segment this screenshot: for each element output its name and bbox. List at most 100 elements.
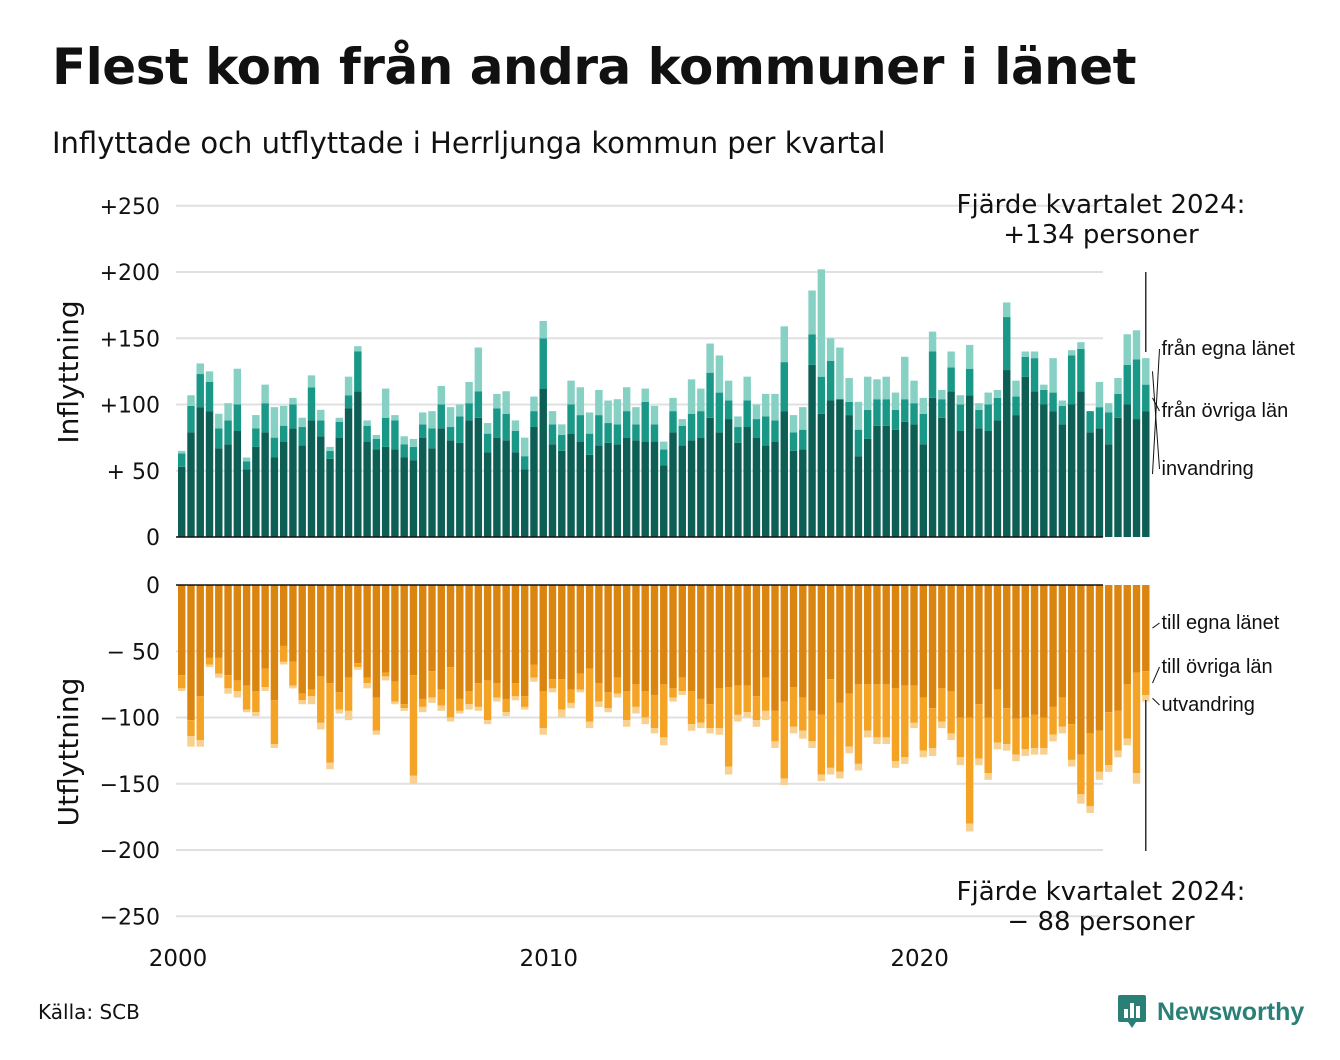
bar-out-till-egna-länet: [873, 585, 881, 685]
y-tick-label: +100: [100, 394, 160, 419]
bar-in-från-övriga-län: [1058, 405, 1067, 425]
bar-in-invandring: [863, 376, 872, 410]
bar-out-till-övriga-län: [993, 689, 1002, 743]
bar-out-utvandring: [715, 728, 724, 735]
bar-out-utvandring: [1003, 744, 1011, 751]
bar-out-till-övriga-län: [854, 684, 863, 764]
bar-in-invandring: [613, 399, 622, 425]
bar-in-från-övriga-län: [502, 413, 510, 441]
bar-out-till-egna-länet: [344, 585, 353, 678]
bar-out-till-övriga-län: [817, 714, 826, 775]
bar-out-till-övriga-län: [1030, 714, 1039, 748]
y-tick-label: −150: [100, 773, 160, 798]
bar-in-invandring: [1012, 380, 1020, 397]
bar-out-till-övriga-län: [613, 677, 622, 694]
bar-out-utvandring: [780, 778, 788, 786]
bar-in-från-övriga-län: [826, 360, 835, 401]
series-label: till övriga län: [1162, 656, 1273, 678]
series-leader-line: [1152, 697, 1160, 706]
bar-in-från-övriga-län: [956, 404, 965, 431]
bar-in-invandring: [456, 404, 464, 417]
bar-out-till-egna-länet: [493, 585, 501, 684]
bar-out-till-övriga-län: [233, 680, 242, 691]
bar-in-invandring: [910, 380, 918, 404]
bar-out-utvandring: [511, 696, 520, 701]
bar-in-från-övriga-län: [1012, 396, 1020, 416]
bar-in-från-övriga-län: [428, 428, 436, 449]
bar-out-utvandring: [808, 741, 816, 748]
bar-out-utvandring: [548, 688, 557, 693]
bar-in-invandring: [474, 347, 483, 392]
bar-in-från-övriga-län: [446, 427, 455, 441]
bar-in-från-övriga-län: [613, 424, 622, 445]
series-leader-line: [1152, 666, 1160, 684]
bar-out-till-övriga-län: [511, 683, 520, 697]
bar-in-från-egna-länet: [270, 457, 279, 537]
bar-out-till-egna-länet: [928, 585, 937, 709]
bar-in-från-egna-länet: [1086, 432, 1094, 537]
bar-out-utvandring: [530, 677, 538, 682]
bar-out-till-egna-länet: [456, 585, 464, 699]
bar-out-utvandring: [428, 697, 436, 703]
bar-in-från-övriga-län: [465, 403, 473, 421]
bar-out-till-egna-länet: [233, 585, 242, 681]
bar-out-utvandring: [317, 722, 325, 730]
bar-out-till-egna-länet: [826, 585, 835, 680]
bar-in-invandring: [1003, 302, 1011, 318]
bar-out-till-övriga-län: [520, 696, 529, 707]
bar-out-till-övriga-län: [178, 675, 186, 689]
bar-out-utvandring: [826, 767, 835, 775]
bar-in-från-egna-länet: [456, 442, 464, 538]
bar-in-från-egna-länet: [734, 442, 742, 538]
bar-out-till-övriga-län: [863, 684, 872, 731]
bar-in-från-egna-länet: [901, 421, 909, 537]
bar-out-utvandring: [1114, 750, 1122, 758]
bar-in-invandring: [762, 393, 770, 417]
bar-out-till-övriga-län: [947, 691, 955, 734]
bar-out-till-övriga-län: [706, 704, 714, 729]
bar-out-till-övriga-län: [205, 657, 214, 665]
bar-in-från-övriga-län: [391, 420, 399, 450]
bar-in-från-egna-länet: [863, 438, 872, 537]
bar-out-utvandring: [604, 708, 612, 713]
bar-out-till-övriga-län: [975, 704, 983, 759]
bar-out-till-övriga-län: [493, 683, 501, 698]
bar-in-från-övriga-län: [344, 395, 353, 409]
bar-in-invandring: [252, 415, 260, 429]
bar-out-till-övriga-län: [752, 696, 761, 721]
bar-in-från-övriga-län: [1132, 359, 1141, 420]
y-tick-label: − 50: [107, 640, 160, 665]
bar-in-invandring: [381, 388, 390, 418]
bar-in-från-egna-länet: [242, 469, 251, 538]
bar-out-till-övriga-län: [1077, 754, 1085, 795]
bar-in-från-övriga-län: [1105, 412, 1113, 445]
bar-in-invandring: [901, 356, 909, 400]
bar-out-till-egna-länet: [511, 585, 520, 684]
bar-out-till-övriga-län: [604, 692, 612, 709]
bar-in-från-övriga-län: [1123, 364, 1131, 405]
bar-in-från-egna-länet: [437, 428, 445, 537]
bar-out-utvandring: [279, 661, 288, 665]
bar-out-till-övriga-län: [1021, 717, 1029, 750]
bar-out-till-övriga-län: [585, 668, 594, 722]
bar-out-till-övriga-län: [771, 710, 779, 742]
bar-out-till-egna-länet: [381, 585, 390, 673]
bar-out-till-övriga-län: [882, 684, 890, 738]
bar-in-från-egna-länet: [993, 420, 1002, 537]
bar-out-utvandring: [1049, 734, 1057, 742]
bar-out-utvandring: [1067, 759, 1076, 767]
bar-in-från-övriga-län: [224, 420, 232, 445]
bar-out-till-egna-länet: [1114, 585, 1122, 711]
bar-out-till-övriga-län: [910, 685, 918, 723]
bar-in-från-egna-länet: [585, 454, 594, 537]
bar-in-invandring: [344, 376, 353, 396]
bar-in-invandring: [817, 269, 826, 377]
bar-out-till-övriga-län: [1132, 672, 1141, 774]
bar-out-till-övriga-län: [307, 689, 316, 697]
bar-out-till-egna-länet: [863, 585, 872, 685]
bar-in-invandring: [465, 381, 473, 404]
bar-in-från-övriga-län: [724, 400, 733, 420]
bar-in-från-egna-länet: [1049, 411, 1057, 538]
bar-in-från-egna-länet: [919, 444, 928, 537]
bar-out-till-övriga-län: [799, 697, 807, 731]
